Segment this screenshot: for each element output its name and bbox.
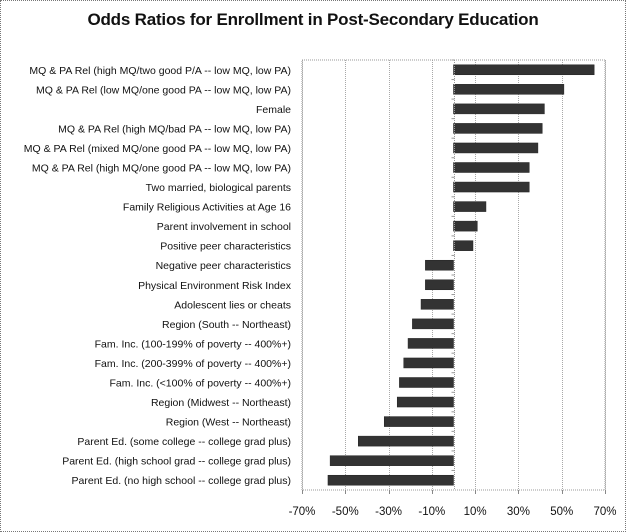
bar <box>453 181 530 193</box>
category-label: Positive peer characteristics <box>160 241 291 253</box>
category-label: Region (West -- Northeast) <box>166 417 291 429</box>
category-label: Female <box>256 104 291 116</box>
x-tick-label: 70% <box>593 506 616 518</box>
bar <box>420 299 454 310</box>
x-tick-label: 50% <box>550 506 573 518</box>
x-tick-label: -10% <box>418 506 445 518</box>
category-label: MQ & PA Rel (high MQ/two good P/A -- low… <box>29 65 291 77</box>
bar <box>453 64 595 76</box>
category-label: Negative peer characteristics <box>156 260 291 272</box>
bar <box>453 84 565 95</box>
category-label: Physical Environment Risk Index <box>138 280 292 292</box>
category-label: Family Religious Activities at Age 16 <box>123 202 291 214</box>
category-label: Fam. Inc. (100-199% of poverty -- 400%+) <box>95 338 291 350</box>
bar <box>453 220 478 232</box>
category-label: Region (South -- Northeast) <box>162 319 291 331</box>
axes <box>301 59 606 494</box>
bar <box>453 123 543 134</box>
bar <box>358 435 454 447</box>
x-tick-labels: -70% -50% -30% -10% 10% 30% 50% 70% <box>289 506 617 518</box>
bar <box>425 279 454 291</box>
chart-title: Odds Ratios for Enrollment in Post-Secon… <box>87 10 539 29</box>
x-tick-label: -30% <box>375 506 402 518</box>
category-label: Parent Ed. (some college -- college grad… <box>77 436 291 448</box>
bar <box>407 338 454 349</box>
plot-area-border <box>301 59 606 491</box>
category-label: MQ & PA Rel (low MQ/one good PA -- low M… <box>36 84 291 96</box>
category-label: Two married, biological parents <box>146 182 291 194</box>
x-tick-label: -70% <box>289 506 316 518</box>
bar <box>327 474 454 486</box>
category-label: MQ & PA Rel (high MQ/one good PA -- low … <box>32 163 291 175</box>
category-label: Parent involvement in school <box>157 221 291 233</box>
bar <box>453 201 487 212</box>
category-labels: MQ & PA Rel (high MQ/two good P/A -- low… <box>24 65 292 487</box>
category-label: Fam. Inc. (200-399% of poverty -- 400%+) <box>95 358 291 370</box>
bar <box>412 318 454 330</box>
x-tick-label: -50% <box>332 506 359 518</box>
category-label: Parent Ed. (no high school -- college gr… <box>72 475 291 487</box>
x-tick-label: 10% <box>464 506 487 518</box>
bar <box>453 103 545 115</box>
bar <box>383 416 454 427</box>
category-label: Region (Midwest -- Northeast) <box>151 397 291 409</box>
bar <box>453 240 474 251</box>
bar <box>425 259 454 271</box>
category-label: Parent Ed. (high school grad -- college … <box>62 456 291 468</box>
bar <box>453 142 539 154</box>
category-label: MQ & PA Rel (mixed MQ/one good PA -- low… <box>24 143 291 155</box>
category-label: Adolescent lies or cheats <box>174 299 291 311</box>
bar <box>403 357 454 369</box>
bar <box>396 396 454 408</box>
bars <box>327 64 595 486</box>
bar <box>453 162 530 173</box>
category-label: Fam. Inc. (<100% of poverty -- 400%+) <box>110 378 292 390</box>
bar <box>329 455 454 466</box>
bar <box>399 377 454 388</box>
x-tick-label: 30% <box>507 506 530 518</box>
category-label: MQ & PA Rel (high MQ/bad PA -- low MQ, l… <box>58 123 291 135</box>
